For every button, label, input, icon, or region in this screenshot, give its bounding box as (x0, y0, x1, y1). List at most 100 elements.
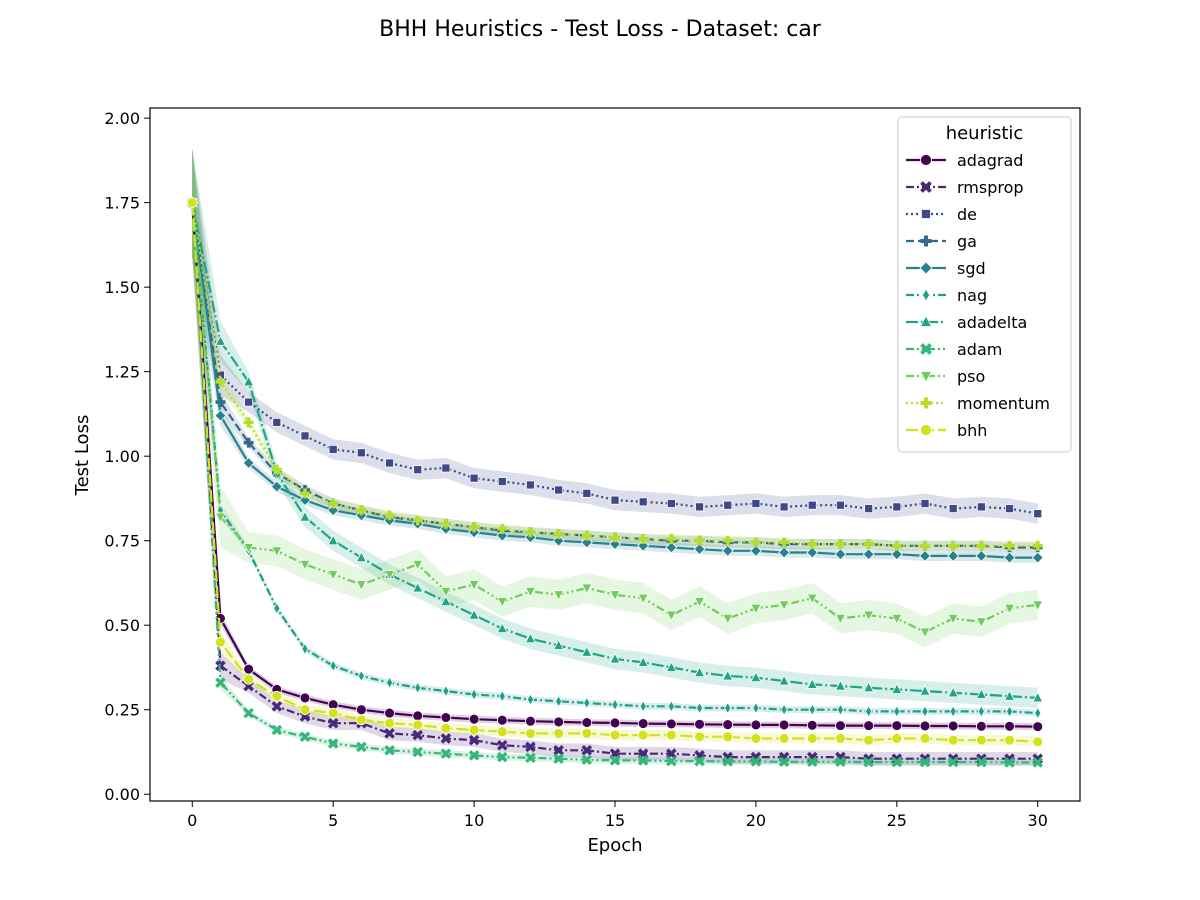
y-axis: 0.00 0.25 0.50 0.75 1.00 1.25 1.50 1.75 2.00 (104, 109, 150, 804)
point-momentum (412, 515, 423, 526)
point-pso (1003, 603, 1016, 615)
point-de (864, 504, 874, 514)
point-momentum (243, 417, 254, 428)
point-adam (215, 677, 226, 688)
point-pso (440, 586, 452, 598)
point-rmsprop (581, 745, 593, 756)
point-de (976, 502, 986, 512)
point-rmsprop (497, 739, 508, 751)
point-nag (301, 642, 309, 656)
x-tick-label: 0 (187, 811, 197, 830)
point-bhh (581, 728, 593, 739)
series-bhh (186, 197, 1044, 748)
point-adagrad (919, 720, 931, 732)
series-adam (187, 197, 1043, 768)
point-nag (695, 701, 704, 715)
point-momentum (835, 539, 846, 550)
point-pso (750, 603, 762, 615)
point-bhh (891, 733, 903, 744)
point-adadelta (750, 671, 762, 683)
point-adadelta (524, 632, 537, 644)
point-adam (863, 756, 874, 768)
point-adadelta (609, 652, 621, 664)
x-tick-label: 10 (464, 811, 484, 830)
legend-item-pso: pso (906, 367, 985, 386)
point-sgd (834, 548, 847, 561)
point-adadelta (693, 666, 706, 677)
point-pso (665, 610, 677, 622)
legend-marker (920, 181, 932, 193)
point-adagrad (553, 716, 564, 728)
point-adagrad (581, 717, 593, 728)
point-adadelta (722, 669, 734, 681)
point-rmsprop (440, 733, 452, 744)
series-de (187, 198, 1043, 519)
point-de (723, 500, 733, 510)
point-adagrad (609, 717, 621, 729)
point-pso (243, 543, 255, 554)
point-adagrad (750, 719, 762, 731)
point-de (554, 485, 564, 495)
point-pso (609, 590, 621, 602)
point-nag (555, 695, 563, 708)
point-sgd (468, 526, 481, 539)
point-bhh (356, 714, 367, 726)
point-adagrad (243, 663, 254, 675)
point-adam (919, 756, 931, 768)
point-de (666, 499, 676, 508)
point-adam (778, 756, 790, 768)
point-momentum (807, 539, 818, 550)
legend-marker (920, 397, 932, 409)
legend-item-bhh: bhh (906, 421, 987, 440)
point-bhh (694, 731, 705, 743)
band-rmsprop (192, 148, 1038, 766)
point-adam (468, 750, 480, 761)
point-bhh (525, 728, 536, 739)
point-momentum (581, 530, 592, 541)
point-adam (553, 753, 564, 765)
point-nag (667, 700, 675, 713)
point-adagrad (778, 719, 790, 731)
point-sgd (919, 549, 931, 562)
point-adadelta (1032, 691, 1044, 703)
y-tick-label: 1.50 (104, 278, 140, 297)
point-bhh (1032, 736, 1044, 748)
x-tick-label: 20 (746, 811, 766, 830)
point-adadelta (1003, 689, 1016, 701)
point-adadelta (214, 334, 227, 346)
series-adagrad (186, 197, 1044, 732)
point-nag (1034, 706, 1042, 720)
legend-label: nag (957, 286, 987, 305)
point-sgd (975, 549, 988, 562)
point-de (807, 500, 817, 510)
legend-item-ga: ga (906, 232, 977, 251)
point-rmsprop (468, 734, 480, 746)
legend-marker (920, 235, 932, 247)
legend-item-adagrad: adagrad (906, 151, 1023, 170)
point-momentum (750, 537, 761, 548)
legend-marker (920, 154, 932, 166)
point-adagrad (1004, 720, 1015, 732)
point-adagrad (468, 713, 480, 725)
point-pso (891, 614, 903, 625)
point-de (272, 417, 282, 427)
point-adadelta (947, 686, 959, 698)
point-momentum (440, 518, 451, 529)
point-rmsprop (525, 741, 536, 753)
legend-box (897, 116, 1072, 453)
legend-label: momentum (957, 394, 1050, 413)
point-momentum (638, 534, 649, 544)
point-sgd (693, 543, 706, 556)
point-de (469, 473, 479, 483)
point-adadelta (778, 674, 790, 686)
point-adam (947, 756, 959, 768)
point-adadelta (863, 681, 875, 693)
point-nag (977, 705, 985, 718)
point-de (1005, 504, 1014, 514)
point-sgd (806, 546, 819, 559)
point-adagrad (947, 720, 959, 732)
point-pso (496, 597, 508, 608)
point-bhh (299, 704, 311, 716)
point-bhh (440, 722, 452, 734)
point-adagrad (1032, 721, 1044, 732)
